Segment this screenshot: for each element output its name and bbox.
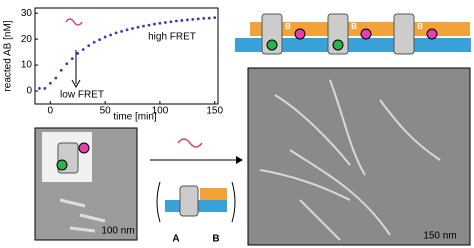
bracket	[156, 181, 236, 223]
point	[76, 52, 80, 55]
point	[43, 87, 47, 90]
fibers	[259, 79, 441, 241]
label: A	[172, 234, 179, 245]
dot	[78, 142, 90, 154]
point	[153, 22, 156, 26]
point	[65, 62, 69, 66]
rods	[59, 198, 106, 233]
dot	[426, 28, 438, 40]
point	[109, 33, 113, 37]
x-tick-label: 100	[152, 106, 169, 117]
point	[70, 57, 74, 60]
point	[98, 38, 102, 42]
point	[147, 23, 151, 27]
plot-frame	[34, 7, 219, 105]
strand	[200, 188, 227, 200]
label: A	[321, 52, 327, 61]
dot	[266, 39, 278, 51]
point	[174, 19, 178, 23]
scale-label: 150 nm	[423, 231, 456, 242]
x-tick-label: 0	[48, 106, 54, 117]
point	[59, 68, 63, 72]
structure: B A B A B	[235, 13, 471, 61]
label: A	[255, 52, 261, 61]
cylinder	[393, 13, 415, 55]
annotation: high FRET	[148, 32, 196, 43]
point	[81, 48, 85, 51]
point	[103, 35, 107, 39]
point	[131, 27, 134, 30]
x-tick-label: 50	[100, 106, 112, 117]
y-tick-label: 0	[26, 86, 32, 97]
point	[125, 28, 129, 32]
point	[120, 29, 123, 33]
label: B	[285, 22, 291, 31]
point	[92, 40, 96, 44]
point	[169, 20, 173, 24]
cylinder	[179, 185, 199, 217]
y-tick-label: 30	[21, 8, 33, 19]
y-tick-label: 10	[21, 60, 33, 71]
arrow-head	[71, 79, 81, 89]
dot	[332, 39, 344, 51]
point	[164, 21, 167, 24]
arrow-head	[236, 156, 243, 164]
annotation: low FRET	[60, 90, 104, 101]
y-axis-title: reacted AB [nM]	[3, 20, 14, 91]
point	[185, 18, 189, 22]
point	[136, 25, 140, 29]
point	[54, 76, 58, 80]
point	[202, 16, 206, 20]
point	[114, 31, 118, 35]
label: B	[351, 22, 357, 31]
point	[180, 19, 184, 22]
plot-area: 0 50 100 150 0 10 20 30	[21, 8, 224, 117]
point	[196, 17, 200, 21]
point	[191, 18, 195, 21]
icon	[177, 138, 203, 148]
scale-label: 100 nm	[101, 226, 134, 237]
icon	[65, 18, 83, 26]
micrograph	[247, 67, 471, 246]
label: B	[417, 22, 423, 31]
x-tick-label: 150	[206, 106, 223, 117]
point	[158, 21, 162, 25]
y-tick-label: 20	[21, 34, 33, 45]
dot	[56, 159, 68, 171]
point	[48, 81, 52, 85]
label: B	[212, 234, 219, 245]
point	[213, 16, 217, 19]
point	[37, 87, 41, 90]
dot	[294, 28, 306, 40]
dot	[360, 28, 372, 40]
point	[87, 44, 91, 48]
point	[142, 24, 145, 28]
x-axis-title: time [min]	[113, 112, 157, 123]
point	[207, 16, 211, 20]
